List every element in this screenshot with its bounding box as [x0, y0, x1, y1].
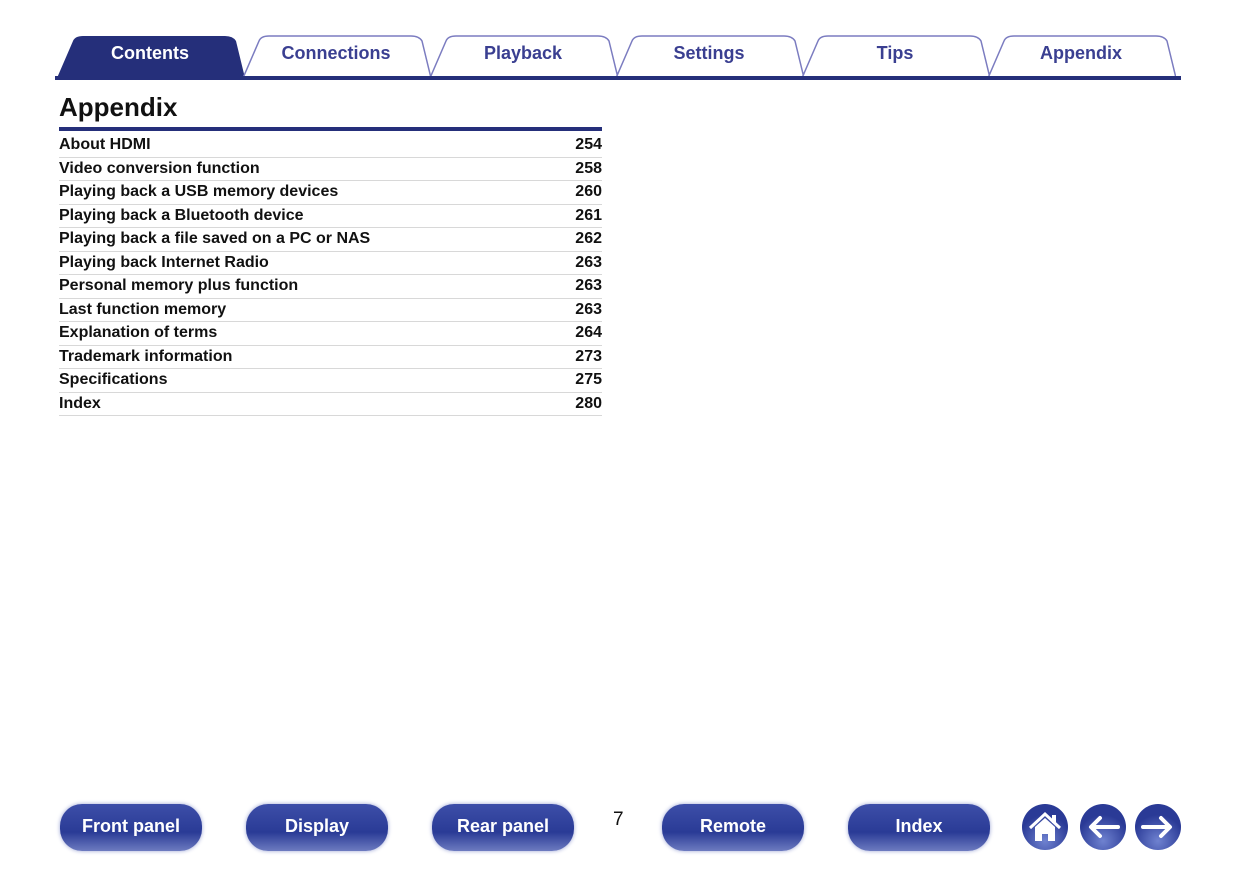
- toc-item[interactable]: Last function memory 263: [59, 299, 602, 322]
- toc-item-page: 260: [575, 183, 602, 200]
- tab-label: Playback: [483, 43, 563, 63]
- tab-label: Tips: [876, 43, 914, 63]
- home-button[interactable]: [1022, 804, 1068, 850]
- toc-item[interactable]: Explanation of terms 264: [59, 322, 602, 346]
- tab-shape: [57, 36, 245, 78]
- tab-label: Connections: [281, 43, 391, 63]
- toc-item-page: 280: [575, 394, 602, 412]
- toc-item[interactable]: Video conversion function 258: [59, 158, 602, 181]
- toc-item-label: Playing back a USB memory devices: [59, 183, 339, 200]
- toc-item-label: Specifications: [59, 371, 168, 388]
- forward-button[interactable]: [1135, 804, 1181, 850]
- forward-arrow-icon: [1141, 816, 1172, 838]
- tab-contents[interactable]: Contents: [55, 35, 245, 78]
- toc-item-label: Video conversion function: [59, 159, 260, 177]
- toc-item-label: Explanation of terms: [59, 324, 218, 341]
- toc-item-page: 261: [575, 206, 602, 224]
- toc-item-label: Playing back a file saved on a PC or NAS: [59, 230, 371, 247]
- tab-tips[interactable]: Tips: [800, 35, 990, 78]
- toc-item-label: Personal memory plus function: [59, 277, 299, 294]
- toc-item-page: 258: [575, 159, 602, 177]
- page-title: Appendix: [59, 92, 178, 122]
- page-number: 7: [613, 809, 624, 830]
- tab-connections[interactable]: Connections: [241, 35, 431, 78]
- tab-label: Contents: [111, 43, 189, 63]
- back-arrow-icon: [1089, 816, 1120, 838]
- toc-item[interactable]: Personal memory plus function 263: [59, 275, 602, 299]
- toc-item[interactable]: Playing back a Bluetooth device 261: [59, 205, 602, 228]
- toc-item[interactable]: Trademark information 273: [59, 346, 602, 369]
- toc-item-label: Last function memory: [59, 300, 227, 318]
- toc-item-label: About HDMI: [59, 136, 151, 153]
- toc-item-page: 263: [575, 300, 602, 318]
- tab-settings[interactable]: Settings: [614, 35, 804, 78]
- display-button[interactable]: Display: [246, 804, 388, 851]
- toc-item[interactable]: Index 280: [59, 393, 602, 416]
- home-icon: [1028, 811, 1062, 841]
- index-button[interactable]: Index: [848, 804, 990, 851]
- remote-button[interactable]: Remote: [662, 804, 804, 851]
- rear-panel-button[interactable]: Rear panel: [432, 804, 574, 851]
- toc-item-page: 262: [575, 230, 602, 247]
- toc-item-label: Trademark information: [59, 347, 233, 365]
- toc-list: About HDMI 254 Video conversion function 25…: [59, 134, 602, 416]
- toc-item[interactable]: About HDMI 254: [59, 134, 602, 158]
- toc-item[interactable]: Specifications 275: [59, 369, 602, 393]
- back-button[interactable]: [1080, 804, 1126, 850]
- toc-item[interactable]: Playing back a file saved on a PC or NAS…: [59, 228, 602, 252]
- toc-item[interactable]: Playing back a USB memory devices 260: [59, 181, 602, 205]
- tab-shape: [242, 35, 431, 78]
- toc-item-page: 273: [575, 347, 602, 365]
- toc-item-label: Playing back a Bluetooth device: [59, 206, 304, 224]
- toc-item-page: 263: [575, 277, 602, 294]
- tab-shape: [615, 35, 804, 78]
- toc-item-page: 254: [575, 136, 602, 153]
- tab-bar: Contents Connections Playback Settings T…: [0, 0, 1240, 82]
- tab-underline: [55, 76, 1181, 80]
- tab-playback[interactable]: Playback: [428, 35, 618, 78]
- front-panel-button[interactable]: Front panel: [60, 804, 202, 851]
- tab-shape: [801, 35, 990, 78]
- toc-item-page: 264: [575, 324, 602, 341]
- toc-item-page: 263: [575, 253, 602, 271]
- toc-item-page: 275: [575, 371, 602, 388]
- title-divider: [59, 127, 602, 131]
- toc-item-label: Index: [59, 394, 101, 412]
- tab-shape: [429, 35, 618, 78]
- tab-shape: [987, 35, 1176, 78]
- tab-label: Appendix: [1039, 43, 1122, 63]
- toc-item-label: Playing back Internet Radio: [59, 253, 269, 271]
- tab-appendix[interactable]: Appendix: [986, 35, 1176, 78]
- tab-label: Settings: [673, 43, 745, 63]
- toc-item[interactable]: Playing back Internet Radio 263: [59, 252, 602, 275]
